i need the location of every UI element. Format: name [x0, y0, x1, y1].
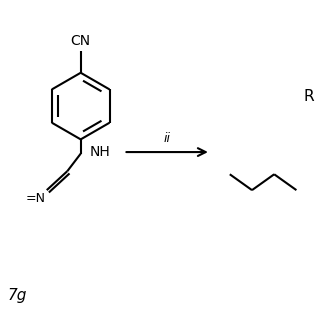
Text: ii: ii: [164, 132, 171, 145]
Text: CN: CN: [71, 34, 91, 48]
Text: 7g: 7g: [8, 288, 27, 303]
Text: =N: =N: [25, 192, 45, 205]
Text: NH: NH: [90, 145, 110, 159]
Text: R: R: [303, 89, 314, 104]
